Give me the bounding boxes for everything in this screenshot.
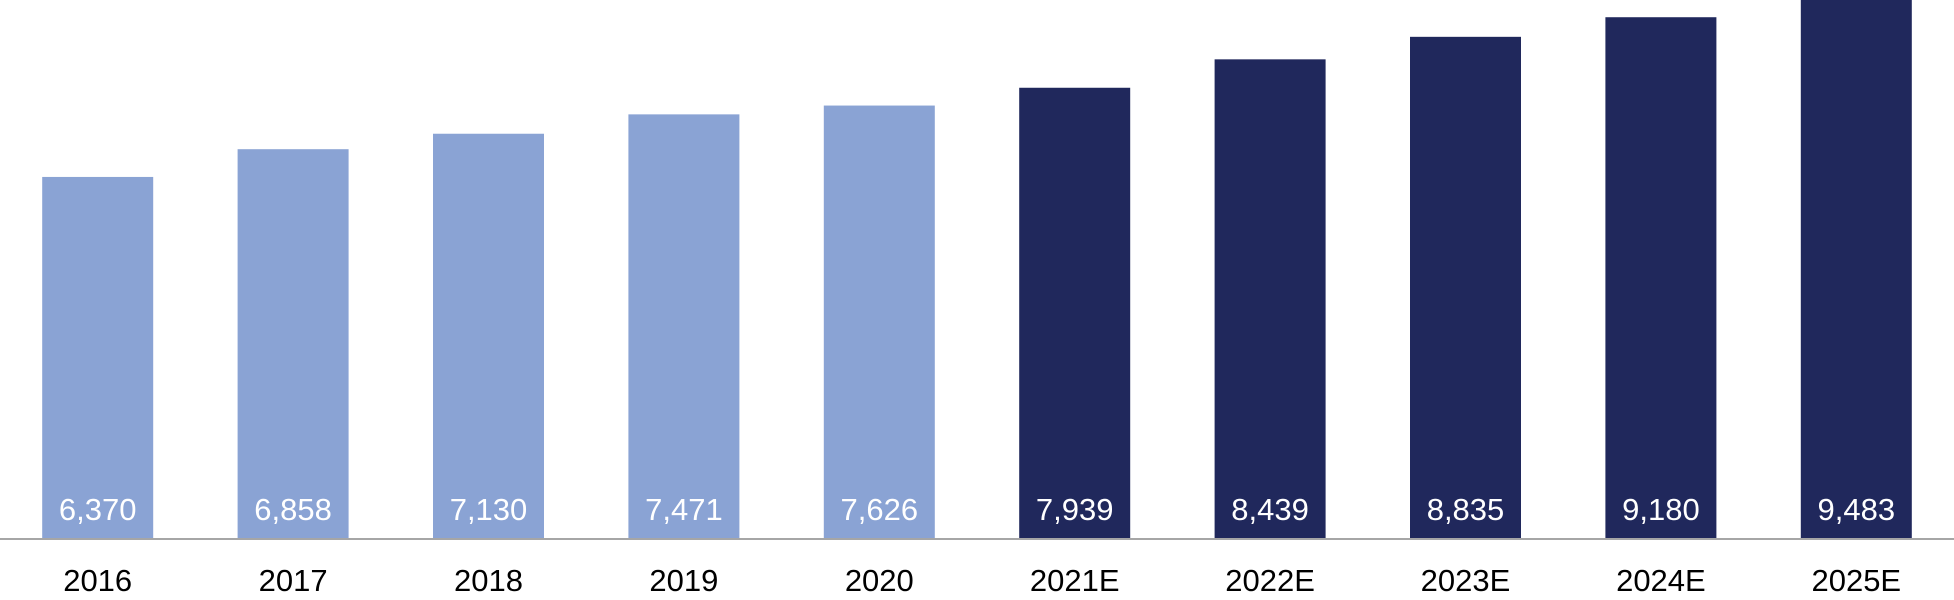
value-label-2020: 7,626 [841, 492, 919, 527]
x-tick-label-2024E: 2024E [1616, 563, 1706, 598]
bar-2021E [1019, 87, 1131, 539]
x-tick-label-2020: 2020 [845, 563, 914, 598]
x-tick-labels-group: 2016 2017 2018 2019 2020 2021E 2022E 2023E 2024E… [63, 563, 1901, 598]
value-label-2023E: 8,835 [1427, 492, 1505, 527]
x-tick-label-2025E: 2025E [1811, 563, 1901, 598]
bar-2023E [1410, 36, 1521, 539]
x-tick-label-2019: 2019 [649, 563, 718, 598]
x-tick-label-2023E: 2023E [1421, 563, 1511, 598]
x-tick-label-2022E: 2022E [1225, 563, 1315, 598]
bar-2019 [628, 114, 740, 540]
value-label-2022E: 8,439 [1231, 492, 1309, 527]
value-label-2024E: 9,180 [1622, 492, 1700, 527]
bars-group [42, 0, 1912, 540]
value-label-2016: 6,370 [59, 492, 137, 527]
bar-2016 [42, 176, 154, 539]
x-tick-label-2021E: 2021E [1030, 563, 1120, 598]
bar-2022E [1214, 59, 1326, 540]
x-tick-label-2018: 2018 [454, 563, 523, 598]
value-labels-group: 6,370 6,858 7,130 7,471 7,626 7,939 8,439 8,835… [59, 492, 1895, 527]
bar-2025E [1800, 0, 1912, 539]
value-label-2018: 7,130 [450, 492, 528, 527]
x-tick-label-2016: 2016 [63, 563, 132, 598]
value-label-2019: 7,471 [645, 492, 723, 527]
bar-2018 [433, 133, 544, 540]
x-tick-label-2017: 2017 [259, 563, 328, 598]
bar-2017 [237, 149, 349, 539]
bar-2020 [823, 105, 935, 540]
value-label-2021E: 7,939 [1036, 492, 1114, 527]
value-label-2017: 6,858 [254, 492, 332, 527]
value-label-2025E: 9,483 [1818, 492, 1896, 527]
bar-2024E [1605, 17, 1717, 540]
